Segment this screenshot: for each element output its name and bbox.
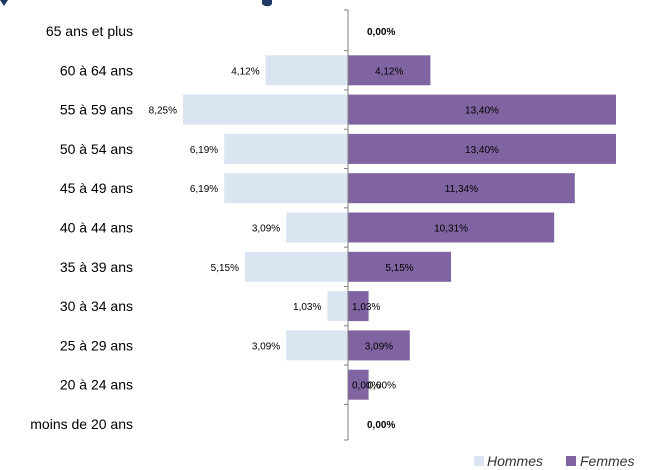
bar-hommes-55-a-59-ans [183, 94, 348, 125]
category-label-65-ans-et-plus: 65 ans et plus [46, 23, 133, 39]
category-label-25-a-29-ans: 25 à 29 ans [60, 337, 133, 353]
category-labels: 65 ans et plus 60 à 64 ans 55 à 59 ans 50 à… [30, 23, 133, 432]
center-axis [344, 9, 349, 441]
bar-femmes-40-a-44-ans [348, 212, 555, 243]
value-label-femmes-65-ans-et-plus: 0,00% [367, 27, 395, 38]
category-label-40-a-44-ans: 40 à 44 ans [60, 220, 133, 236]
legend-label-femmes: Femmes [580, 453, 634, 469]
value-label-femmes-25-a-29-ans: 3,09% [365, 341, 393, 352]
value-label-hommes-35-a-39-ans: 5,15% [211, 263, 239, 274]
value-labels: 0,00% 4,12% 4,12% 8,25% 13,40% 6,19% 13,40% 6,1… [149, 27, 499, 431]
bar-hommes-60-a-64-ans [265, 55, 348, 86]
bar-femmes-35-a-39-ans [348, 251, 451, 282]
bar-hommes-35-a-39-ans [245, 251, 348, 282]
value-label-hommes-60-a-64-ans: 4,12% [231, 66, 259, 77]
bar-femmes-50-a-54-ans [348, 133, 616, 164]
value-label-hommes-55-a-59-ans: 8,25% [149, 106, 177, 117]
bar-hommes-40-a-44-ans [286, 212, 348, 243]
bar-femmes-30-a-34-ans [348, 291, 369, 322]
bar-hommes-25-a-29-ans [286, 330, 348, 361]
value-label-hommes-45-a-49-ans: 6,19% [190, 184, 218, 195]
bar-femmes-20-a-24-ans [348, 369, 369, 400]
value-label-femmes-30-a-34-ans: 1,03% [352, 302, 380, 313]
hommes-bars [183, 55, 348, 361]
category-label-20-a-24-ans: 20 à 24 ans [60, 377, 133, 393]
title-fragment [0, 0, 272, 7]
value-label-hommes-20-a-24-ans: 0,00% [368, 381, 396, 392]
value-label-femmes-40-a-44-ans: 10,31% [434, 224, 468, 235]
value-label-femmes-45-a-49-ans: 11,34% [445, 184, 478, 195]
value-label-hommes-25-a-29-ans: 3,09% [252, 341, 280, 352]
femmes-bars [348, 55, 616, 400]
legend-swatch-femmes [566, 456, 576, 466]
category-label-45-a-49-ans: 45 à 49 ans [60, 180, 133, 196]
category-label-30-a-34-ans: 30 à 34 ans [60, 298, 133, 314]
value-label-femmes-35-a-39-ans: 5,15% [385, 263, 413, 274]
category-label-50-a-54-ans: 50 à 54 ans [60, 141, 133, 157]
legend-label-hommes: Hommes [487, 453, 543, 469]
value-label-femmes-55-a-59-ans: 13,40% [465, 106, 499, 117]
value-label-hommes-50-a-54-ans: 6,19% [190, 145, 218, 156]
category-label-60-a-64-ans: 60 à 64 ans [60, 62, 133, 78]
value-label-femmes-20-a-24-ans: 0,00% [352, 381, 380, 392]
bar-hommes-45-a-49-ans [224, 173, 348, 204]
category-label-moins-de-20-ans: moins de 20 ans [30, 416, 133, 432]
category-label-55-a-59-ans: 55 à 59 ans [60, 102, 133, 118]
value-label-femmes-50-a-54-ans: 13,40% [465, 145, 499, 156]
value-label-femmes-moins-de-20-ans: 0,00% [367, 420, 395, 431]
bar-femmes-45-a-49-ans [348, 173, 575, 204]
bar-femmes-25-a-29-ans [348, 330, 410, 361]
bar-hommes-50-a-54-ans [224, 133, 348, 164]
category-label-35-a-39-ans: 35 à 39 ans [60, 259, 133, 275]
legend-swatch-hommes [474, 456, 484, 466]
bar-femmes-55-a-59-ans [348, 94, 616, 125]
bar-femmes-60-a-64-ans [348, 55, 431, 86]
value-label-hommes-40-a-44-ans: 3,09% [252, 224, 280, 235]
value-label-femmes-60-a-64-ans: 4,12% [375, 66, 403, 77]
bar-hommes-30-a-34-ans [327, 291, 348, 322]
value-label-hommes-30-a-34-ans: 1,03% [293, 302, 321, 313]
legend: Hommes Femmes [474, 453, 634, 469]
